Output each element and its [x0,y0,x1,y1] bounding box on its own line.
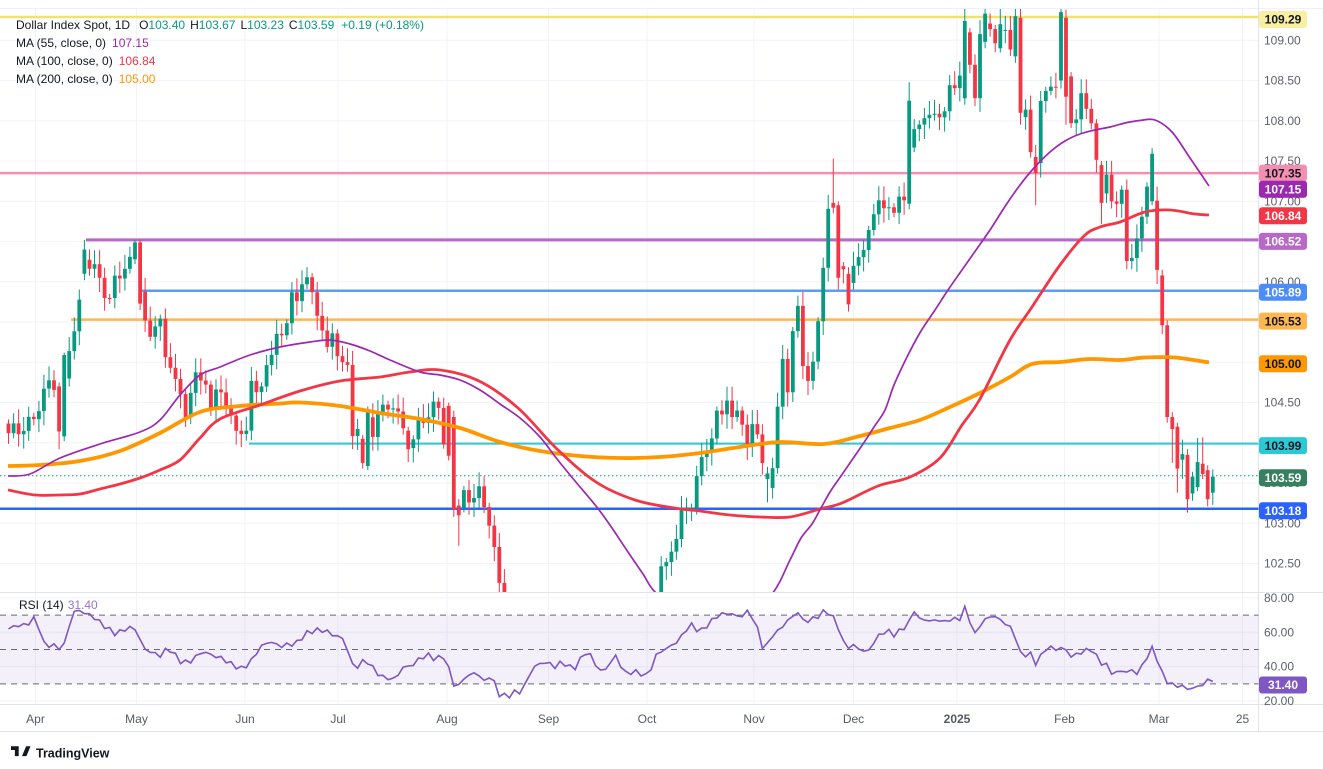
svg-text:MA (55, close, 0)107.15: MA (55, close, 0) 107.15 [16,36,149,50]
svg-text:Apr: Apr [26,712,45,726]
svg-text:107.15: 107.15 [1265,182,1302,196]
svg-text:105.00: 105.00 [1265,357,1302,371]
svg-text:109.29: 109.29 [1265,13,1302,27]
svg-text:105.89: 105.89 [1265,285,1302,299]
svg-text:Jul: Jul [330,712,345,726]
svg-text:Aug: Aug [436,712,457,726]
svg-text:104.50: 104.50 [1264,396,1301,410]
svg-text:60.00: 60.00 [1264,625,1294,639]
svg-text:Nov: Nov [743,712,764,726]
svg-text:Feb: Feb [1054,712,1075,726]
svg-text:31.40: 31.40 [1268,678,1298,692]
svg-text:May: May [125,712,148,726]
svg-text:Sep: Sep [538,712,560,726]
svg-text:80.00: 80.00 [1264,591,1294,605]
svg-text:105.53: 105.53 [1265,314,1302,328]
svg-text:Dec: Dec [843,712,864,726]
svg-text:107.35: 107.35 [1265,166,1302,180]
svg-text:2025: 2025 [944,712,971,726]
svg-text:RSI (14)31.40: RSI (14) 31.40 [19,598,98,612]
svg-text:106.52: 106.52 [1265,235,1302,249]
svg-text:MA (200, close, 0)105.00: MA (200, close, 0) 105.00 [16,72,156,86]
svg-text:103.99: 103.99 [1265,439,1302,453]
svg-text:TradingView: TradingView [36,747,110,761]
svg-text:Mar: Mar [1149,712,1170,726]
svg-text:Jun: Jun [235,712,254,726]
svg-text:20.00: 20.00 [1264,694,1294,708]
svg-text:103.59: 103.59 [1265,471,1302,485]
svg-text:107.00: 107.00 [1264,194,1301,208]
svg-text:109.00: 109.00 [1264,33,1301,47]
svg-text:40.00: 40.00 [1264,660,1294,674]
svg-text:Oct: Oct [638,712,657,726]
svg-text:MA (100, close, 0)106.84: MA (100, close, 0) 106.84 [16,54,156,68]
svg-text:108.00: 108.00 [1264,114,1301,128]
svg-text:103.00: 103.00 [1264,516,1301,530]
svg-text:108.50: 108.50 [1264,74,1301,88]
svg-text:25: 25 [1236,712,1250,726]
svg-text:106.84: 106.84 [1265,209,1302,223]
svg-text:103.18: 103.18 [1265,504,1302,518]
svg-text:102.50: 102.50 [1264,557,1301,571]
